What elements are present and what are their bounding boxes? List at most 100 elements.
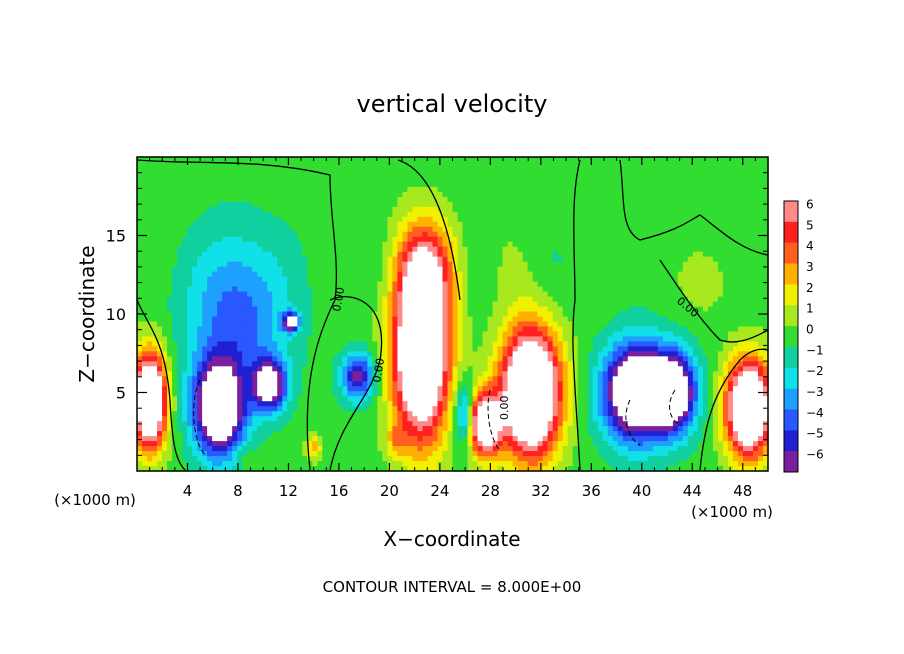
heatmap-cell bbox=[632, 321, 639, 328]
heatmap-cell bbox=[447, 246, 454, 253]
heatmap-cell bbox=[507, 216, 514, 223]
heatmap-cell bbox=[747, 336, 754, 343]
heatmap-cell bbox=[647, 191, 654, 198]
heatmap-cell bbox=[237, 286, 243, 293]
heatmap-cell bbox=[157, 186, 163, 193]
heatmap-cell bbox=[562, 256, 569, 263]
heatmap-cell bbox=[517, 236, 524, 243]
heatmap-cell bbox=[712, 281, 719, 288]
heatmap-cell bbox=[387, 291, 394, 298]
heatmap-cell bbox=[457, 186, 464, 193]
heatmap-cell bbox=[382, 326, 388, 333]
heatmap-cell bbox=[332, 231, 338, 238]
heatmap-cell bbox=[252, 221, 258, 228]
heatmap-cell bbox=[212, 241, 218, 248]
heatmap-cell bbox=[582, 341, 589, 347]
heatmap-cell bbox=[737, 296, 744, 303]
heatmap-cell bbox=[487, 306, 494, 313]
heatmap-cell bbox=[712, 266, 719, 273]
heatmap-cell bbox=[297, 176, 303, 183]
heatmap-cell bbox=[562, 226, 569, 233]
heatmap-cell bbox=[597, 256, 604, 263]
heatmap-cell bbox=[417, 241, 424, 248]
heatmap-cell bbox=[582, 181, 589, 188]
heatmap-cell bbox=[582, 321, 589, 328]
heatmap-cell bbox=[757, 281, 764, 288]
heatmap-cell bbox=[227, 161, 233, 168]
heatmap-cell bbox=[417, 211, 424, 218]
heatmap-cell bbox=[182, 251, 188, 258]
heatmap-cell bbox=[622, 301, 629, 308]
heatmap-cell bbox=[382, 166, 388, 173]
heatmap-cell bbox=[682, 181, 689, 188]
heatmap-cell bbox=[162, 226, 168, 233]
heatmap-cell bbox=[552, 166, 559, 173]
heatmap-cell bbox=[437, 166, 444, 173]
heatmap-cell bbox=[337, 276, 343, 283]
heatmap-cell bbox=[672, 221, 679, 228]
heatmap-cell bbox=[377, 226, 383, 233]
heatmap-cell bbox=[467, 276, 474, 283]
heatmap-cell bbox=[307, 286, 313, 293]
heatmap-cell bbox=[607, 196, 614, 203]
heatmap-cell bbox=[287, 281, 293, 288]
heatmap-cell bbox=[292, 226, 298, 233]
heatmap-cell bbox=[312, 186, 318, 193]
heatmap-cell bbox=[232, 166, 238, 173]
heatmap-cell bbox=[637, 316, 644, 323]
heatmap-cell bbox=[692, 191, 699, 198]
heatmap-cell bbox=[472, 351, 479, 357]
heatmap-cell bbox=[502, 196, 509, 203]
heatmap-cell bbox=[202, 216, 208, 223]
heatmap-cell bbox=[167, 306, 173, 313]
heatmap-cell bbox=[142, 341, 148, 347]
heatmap-cell bbox=[562, 341, 569, 347]
heatmap-cell bbox=[677, 157, 684, 163]
heatmap-cell bbox=[282, 331, 288, 338]
heatmap-cell bbox=[702, 196, 709, 203]
heatmap-cell bbox=[742, 326, 749, 333]
heatmap-cell bbox=[617, 226, 624, 233]
heatmap-cell bbox=[657, 281, 664, 288]
heatmap-cell bbox=[242, 211, 248, 218]
heatmap-cell bbox=[472, 346, 479, 352]
heatmap-cell bbox=[477, 176, 484, 183]
heatmap-cell bbox=[567, 196, 574, 203]
heatmap-cell bbox=[152, 246, 158, 253]
heatmap-cell bbox=[667, 166, 674, 173]
heatmap-cell bbox=[352, 276, 358, 283]
heatmap-cell bbox=[207, 201, 213, 208]
heatmap-cell bbox=[292, 281, 298, 288]
heatmap-cell bbox=[262, 211, 268, 218]
heatmap-cell bbox=[212, 166, 218, 173]
heatmap-cell bbox=[357, 186, 363, 193]
heatmap-cell bbox=[347, 196, 353, 203]
heatmap-cell bbox=[567, 316, 574, 323]
heatmap-cell bbox=[237, 276, 243, 283]
heatmap-cell bbox=[462, 276, 469, 283]
heatmap-cell bbox=[192, 181, 198, 188]
heatmap-cell bbox=[652, 166, 659, 173]
heatmap-cell bbox=[542, 311, 549, 318]
heatmap-cell bbox=[237, 166, 243, 173]
heatmap-cell bbox=[487, 211, 494, 218]
heatmap-cell bbox=[672, 166, 679, 173]
heatmap-cell bbox=[627, 301, 634, 308]
heatmap-cell bbox=[612, 166, 619, 173]
heatmap-cell bbox=[342, 191, 348, 198]
heatmap-cell bbox=[477, 211, 484, 218]
heatmap-cell bbox=[302, 351, 308, 357]
heatmap-cell bbox=[732, 261, 739, 268]
heatmap-cell bbox=[762, 246, 769, 253]
heatmap-cell bbox=[537, 301, 544, 308]
heatmap-cell bbox=[287, 256, 293, 263]
heatmap-cell bbox=[457, 157, 464, 163]
heatmap-cell bbox=[302, 221, 308, 228]
heatmap-cell bbox=[522, 321, 529, 328]
heatmap-cell bbox=[492, 241, 499, 248]
heatmap-cell bbox=[202, 346, 208, 352]
heatmap-cell bbox=[257, 251, 263, 258]
heatmap-cell bbox=[617, 321, 624, 328]
heatmap-cell bbox=[757, 276, 764, 283]
